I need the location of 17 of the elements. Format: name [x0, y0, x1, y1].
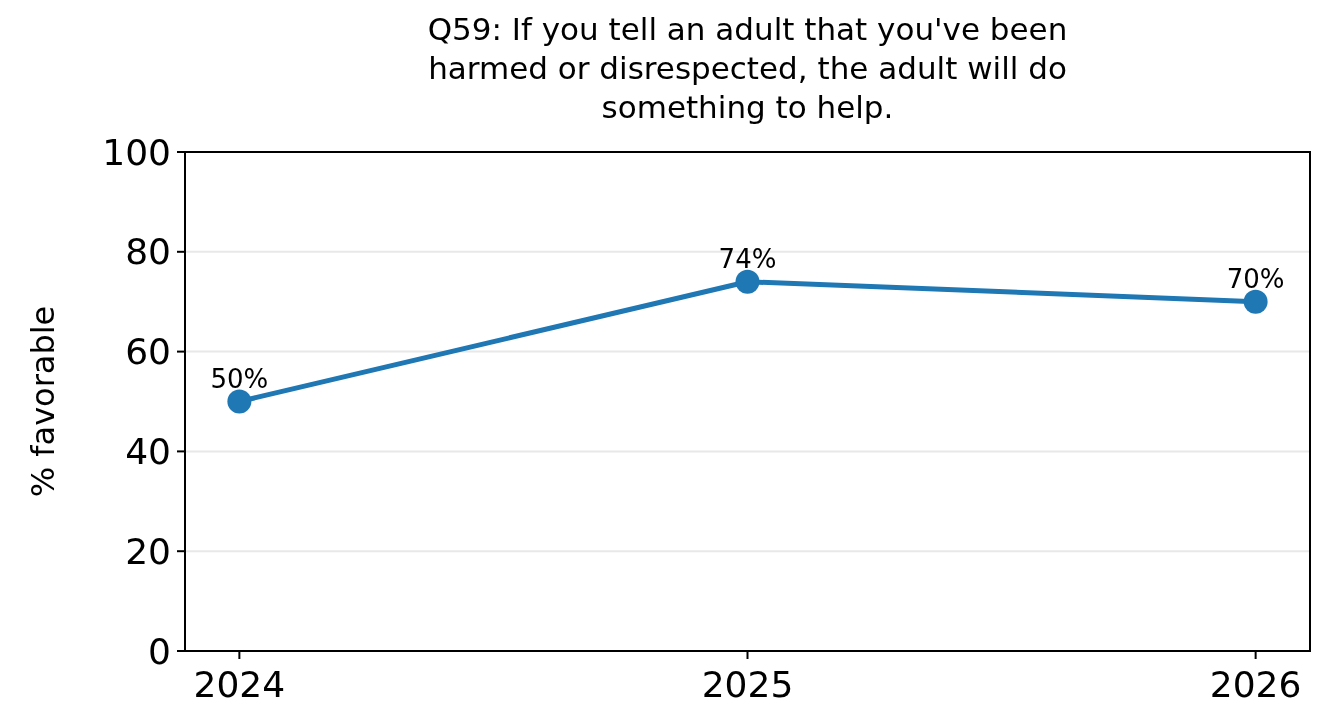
y-axis-title: % favorable: [24, 305, 62, 498]
point: [735, 269, 760, 294]
x-tick-label: 2026: [1209, 664, 1302, 705]
y-tick-label: 20: [125, 530, 171, 572]
data-label: 74%: [718, 243, 777, 274]
point: [1243, 289, 1268, 314]
y-tick-label: 40: [125, 431, 171, 472]
data-label: 70%: [1226, 263, 1285, 294]
y-tick-label: 80: [125, 231, 171, 273]
y-tick-label: 100: [102, 131, 171, 173]
y-tick-label: 0: [148, 630, 171, 672]
x-tick-label: 2024: [193, 664, 286, 705]
point: [227, 389, 252, 414]
x-tick-label: 2025: [701, 664, 794, 705]
y-tick-label: 60: [125, 331, 171, 373]
data-label: 50%: [210, 363, 269, 394]
chart-title: Q59: If you tell an adult that you've been harmed or disrespected, the adult will do something to help.: [427, 11, 1068, 125]
